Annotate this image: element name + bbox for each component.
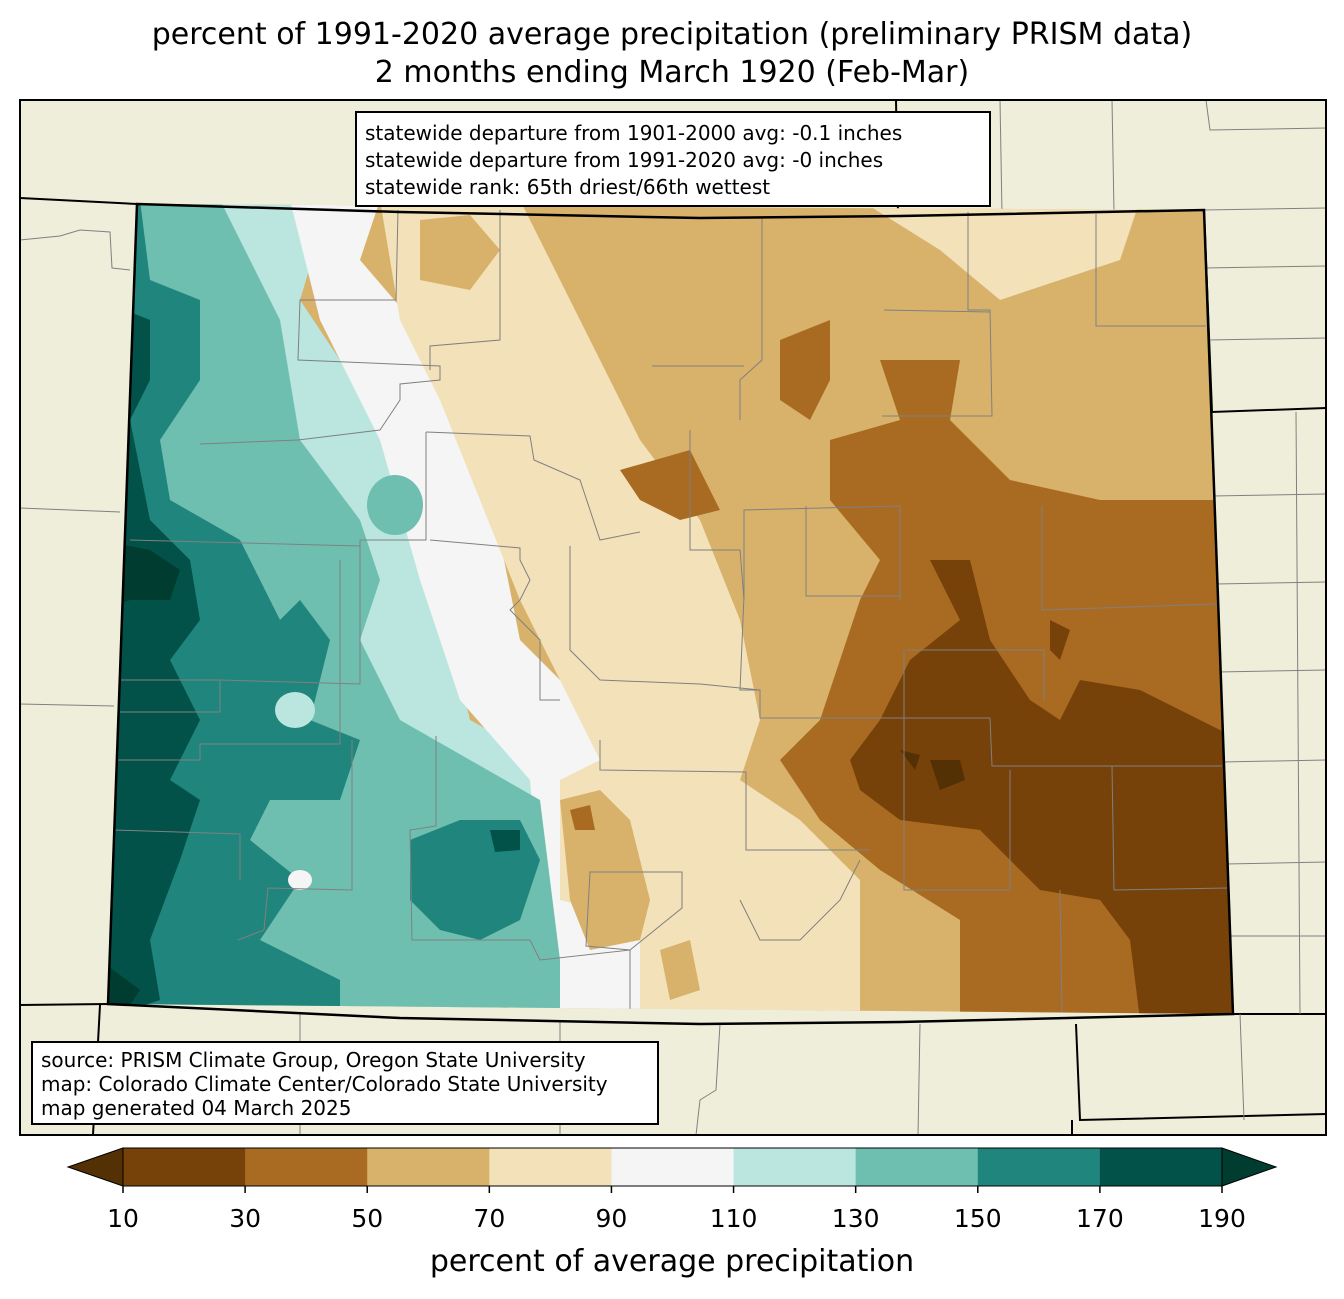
colorbar-tick-label: 30 — [229, 1204, 262, 1233]
colorbar-bin — [245, 1148, 368, 1186]
colorado-county-lines — [113, 209, 1229, 1014]
colorbar-tick-label: 50 — [351, 1204, 384, 1233]
colorbar-tick-label: 150 — [953, 1204, 1002, 1233]
colorbar-bin — [123, 1148, 246, 1186]
colorbar-bin — [611, 1148, 735, 1186]
neighbor-county-lines — [20, 100, 1326, 1135]
source-generated-date: map generated 04 March 2025 — [41, 1096, 352, 1120]
map-title-line-1: percent of 1991-2020 average precipitati… — [151, 17, 1193, 52]
colorbar-bin — [977, 1148, 1101, 1186]
colorbar — [66, 1147, 1278, 1193]
colorbar-tick-label: 170 — [1076, 1204, 1124, 1233]
colorbar-extend-high — [1221, 1147, 1278, 1187]
source-box: source: PRISM Climate Group, Oregon Stat… — [31, 1041, 659, 1125]
colorbar-tick-label: 70 — [473, 1204, 506, 1233]
colorbar-tick-label: 10 — [107, 1204, 139, 1233]
colorbar-outline — [122, 1147, 1223, 1187]
colorado-state-border — [106, 202, 1235, 1026]
colorbar-bin — [1099, 1148, 1223, 1186]
colorbar-tick-label: 90 — [595, 1204, 628, 1233]
colorbar-bin — [733, 1148, 857, 1186]
map-title-line-2: 2 months ending March 1920 (Feb-Mar) — [374, 55, 970, 90]
source-prism: source: PRISM Climate Group, Oregon Stat… — [41, 1048, 586, 1072]
precip-field — [108, 204, 1233, 1014]
colorbar-tick-label: 110 — [709, 1204, 758, 1233]
colorbar-tick-label: 130 — [831, 1204, 880, 1233]
colorbar-extend-low — [66, 1147, 124, 1187]
colorbar-bin — [489, 1148, 612, 1186]
source-map-author: map: Colorado Climate Center/Colorado St… — [41, 1072, 608, 1096]
statewide-stats-box: statewide departure from 1901-2000 avg: … — [355, 111, 991, 207]
stats-departure-1991-2020: statewide departure from 1991-2020 avg: … — [365, 148, 884, 172]
stats-departure-1901-2000: statewide departure from 1901-2000 avg: … — [365, 121, 903, 145]
colorbar-bin — [367, 1148, 490, 1186]
colorbar-bin — [855, 1148, 979, 1186]
stats-rank: statewide rank: 65th driest/66th wettest — [365, 175, 771, 199]
colorbar-label: percent of average precipitation — [429, 1244, 915, 1279]
map-frame-border — [19, 99, 1327, 1136]
colorbar-tick-label: 190 — [1198, 1204, 1246, 1233]
